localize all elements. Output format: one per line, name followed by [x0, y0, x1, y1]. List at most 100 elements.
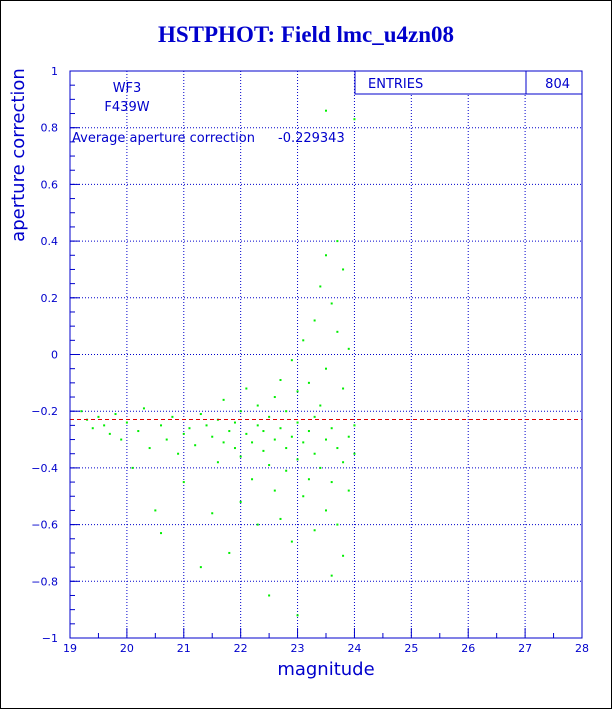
data-point	[177, 452, 180, 455]
data-point	[233, 447, 236, 450]
data-point	[91, 427, 94, 430]
data-point	[273, 396, 276, 399]
data-point	[188, 427, 191, 430]
data-point	[336, 330, 339, 333]
y-tick-label: 0.6	[41, 178, 59, 191]
data-point	[216, 461, 219, 464]
y-axis-label: aperture correction	[8, 68, 29, 242]
x-tick-label: 19	[63, 642, 77, 655]
data-point	[80, 410, 83, 413]
data-point	[319, 285, 322, 288]
data-point	[211, 435, 214, 438]
data-point	[353, 452, 356, 455]
data-point	[302, 339, 305, 342]
data-point	[302, 495, 305, 498]
data-point	[171, 415, 174, 418]
data-point	[285, 410, 288, 413]
data-point	[342, 387, 345, 390]
data-point	[131, 466, 134, 469]
data-point	[97, 415, 100, 418]
data-point	[245, 432, 248, 435]
data-point	[268, 464, 271, 467]
data-point	[279, 379, 282, 382]
x-tick-label: 28	[575, 642, 589, 655]
data-point	[279, 427, 282, 430]
data-point	[325, 254, 327, 257]
x-tick-label: 26	[461, 642, 475, 655]
data-point	[336, 523, 339, 526]
data-point	[142, 407, 145, 410]
data-point	[319, 404, 322, 407]
stats-entries-value: 804	[545, 77, 570, 92]
x-tick-label: 23	[291, 642, 305, 655]
data-point	[325, 509, 327, 512]
data-point	[239, 455, 242, 458]
data-point	[222, 441, 225, 444]
data-point	[290, 359, 293, 362]
data-point	[342, 461, 345, 464]
y-tick-label: −0.4	[31, 462, 58, 475]
data-point	[307, 478, 310, 481]
data-point	[182, 481, 185, 484]
grid	[69, 70, 583, 639]
data-point	[342, 268, 345, 271]
axis-ticks: 19 20 21 22 23 24 25 26 27 28 1 0.8 0.6 0.4 0.2 0 −0.2 −0…	[31, 65, 589, 655]
data-point	[285, 447, 288, 450]
data-point	[222, 398, 225, 401]
data-point	[302, 441, 305, 444]
data-point	[313, 319, 316, 322]
data-point	[194, 444, 197, 447]
data-point	[313, 415, 316, 418]
data-point	[239, 500, 242, 503]
y-tick-label: 0.8	[41, 122, 59, 135]
data-point	[114, 413, 117, 416]
stats-box: ENTRIES 804	[354, 70, 583, 95]
data-point	[182, 432, 185, 435]
y-tick-label: 0	[51, 349, 58, 362]
chart-title: HSTPHOT: Field lmc_u4zn08	[157, 22, 455, 47]
data-point	[245, 387, 248, 390]
data-point	[336, 447, 339, 450]
data-point	[165, 438, 168, 441]
data-point	[353, 424, 356, 427]
x-tick-label: 27	[518, 642, 532, 655]
stats-entries-label: ENTRIES	[368, 77, 423, 92]
data-point	[228, 551, 231, 554]
data-point	[296, 390, 299, 393]
data-point	[325, 109, 327, 112]
data-point	[205, 424, 208, 427]
data-point	[313, 529, 316, 532]
data-point	[199, 566, 202, 569]
data-point	[307, 430, 310, 433]
data-point	[330, 574, 333, 577]
data-point	[262, 430, 265, 433]
data-point	[296, 614, 299, 617]
data-point	[125, 421, 128, 424]
data-point	[330, 302, 333, 305]
data-point	[268, 415, 271, 418]
scatter-points	[80, 109, 356, 617]
data-point	[262, 449, 265, 452]
x-tick-label: 21	[177, 642, 191, 655]
data-point	[347, 347, 350, 350]
data-point	[108, 432, 111, 435]
data-point	[307, 381, 310, 384]
x-tick-label: 20	[120, 642, 134, 655]
data-point	[228, 430, 231, 433]
data-point	[285, 469, 288, 472]
data-point	[325, 438, 327, 441]
data-point	[325, 367, 327, 370]
data-point	[137, 430, 140, 433]
data-point	[239, 410, 242, 413]
data-point	[336, 240, 339, 243]
data-point	[120, 438, 123, 441]
y-tick-label: −1	[42, 632, 58, 645]
data-point	[154, 509, 157, 512]
camera-label: WF3	[113, 81, 142, 96]
data-point	[313, 452, 316, 455]
data-point	[296, 421, 299, 424]
data-point	[211, 512, 214, 515]
x-tick-label: 22	[234, 642, 248, 655]
y-tick-label: 1	[51, 65, 58, 78]
y-tick-label: −0.6	[31, 519, 58, 532]
